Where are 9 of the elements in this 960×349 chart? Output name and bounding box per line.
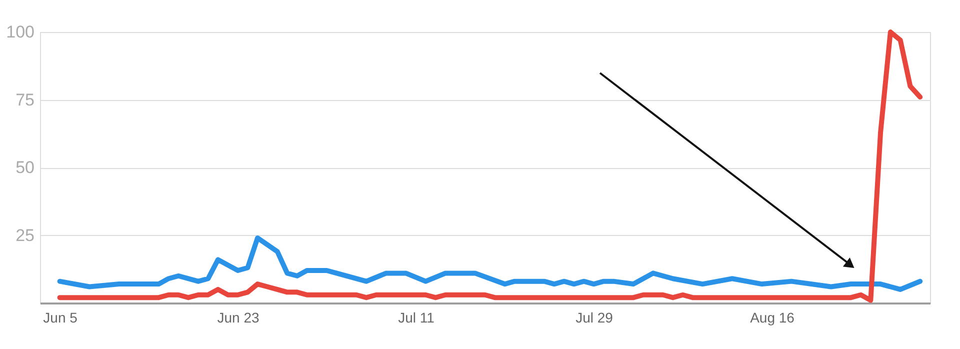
x-tick-label: Aug 16 xyxy=(750,310,795,326)
y-tick-label: 25 xyxy=(16,226,34,245)
x-tick-label: Jul 11 xyxy=(398,310,435,326)
x-tick-label: Jul 29 xyxy=(576,310,614,326)
x-tick-label: Jun 23 xyxy=(217,310,260,326)
y-tick-label: 50 xyxy=(16,158,34,177)
x-tick-label: Jun 5 xyxy=(43,310,78,326)
y-tick-label: 75 xyxy=(16,90,34,110)
y-tick-label: 100 xyxy=(6,22,34,42)
